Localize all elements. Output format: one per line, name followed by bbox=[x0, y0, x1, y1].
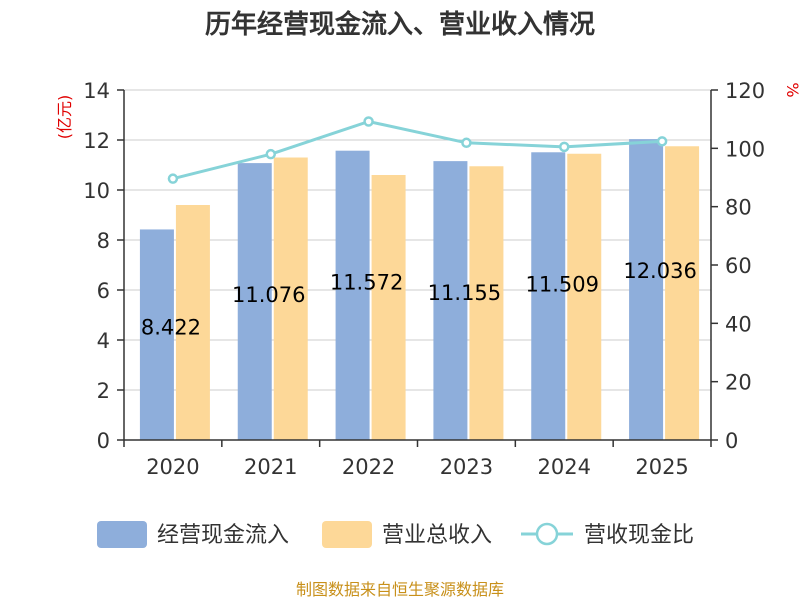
x-tick-label: 2020 bbox=[146, 455, 199, 479]
left-tick-label: 0 bbox=[97, 429, 110, 453]
left-tick-label: 10 bbox=[83, 179, 110, 203]
bar-cash-inflow-2020 bbox=[139, 229, 174, 440]
x-tick-label: 2024 bbox=[538, 455, 591, 479]
bar-revenue-2023 bbox=[469, 166, 504, 440]
bar-cash-inflow-2022 bbox=[335, 150, 370, 440]
ratio-point-2024 bbox=[559, 141, 570, 153]
legend-swatch-cash-inflow bbox=[97, 521, 147, 548]
right-tick-label: 60 bbox=[725, 254, 752, 278]
right-axis-unit: % bbox=[783, 82, 800, 97]
bar-cash-inflow-2023 bbox=[433, 161, 468, 440]
left-tick-label: 4 bbox=[97, 329, 110, 353]
ratio-line-path bbox=[172, 119, 663, 181]
ratio-point-2022 bbox=[363, 116, 374, 127]
ticks: 0 2 4 6 8 10 12 14 0 20 40 60 80 100 120 2020 2021 2022 20… bbox=[83, 79, 765, 479]
data-labels: 8.422 11.076 11.572 11.155 11.509 12.036 bbox=[141, 259, 697, 339]
legend-label-revenue: 营业总收入 bbox=[382, 523, 492, 548]
legend-marker-ratio bbox=[535, 522, 559, 546]
right-tick-label: 0 bbox=[725, 429, 738, 453]
chart-title: 历年经营现金流入、营业收入情况 bbox=[205, 9, 595, 40]
ratio-point-2020 bbox=[167, 173, 179, 184]
bar-cash-inflow-2021 bbox=[237, 163, 272, 440]
bar-revenue-2021 bbox=[273, 157, 308, 440]
ratio-point-2023 bbox=[461, 137, 472, 149]
left-tick-label: 14 bbox=[83, 79, 110, 103]
ratio-line bbox=[167, 116, 668, 184]
left-tick-label: 12 bbox=[83, 129, 110, 153]
bar-revenue-2022 bbox=[371, 175, 406, 440]
ratio-point-2025 bbox=[656, 136, 668, 147]
right-tick-label: 120 bbox=[725, 79, 765, 103]
right-tick-label: 40 bbox=[725, 312, 752, 336]
legend-label-ratio: 营收现金比 bbox=[584, 523, 694, 548]
left-tick-label: 6 bbox=[97, 279, 110, 303]
x-tick-label: 2021 bbox=[244, 455, 297, 479]
legend-swatch-revenue bbox=[322, 521, 372, 548]
x-tick-label: 2023 bbox=[440, 455, 493, 479]
right-tick-label: 100 bbox=[725, 137, 765, 161]
data-label-2024: 11.509 bbox=[526, 272, 599, 296]
x-tick-label: 2025 bbox=[635, 455, 688, 479]
data-label-2021: 11.076 bbox=[232, 283, 305, 307]
bar-revenue-2024 bbox=[567, 153, 602, 440]
bar-revenue-2020 bbox=[175, 205, 210, 440]
ratio-point-2021 bbox=[265, 148, 276, 160]
x-tick-label: 2022 bbox=[342, 455, 395, 479]
legend-label-cash-inflow: 经营现金流入 bbox=[157, 523, 289, 548]
source-note: 制图数据来自恒生聚源数据库 bbox=[296, 580, 504, 599]
data-label-2023: 11.155 bbox=[428, 281, 501, 305]
bar-revenue-2025 bbox=[665, 146, 700, 440]
left-tick-label: 2 bbox=[97, 379, 110, 403]
right-tick-label: 80 bbox=[725, 196, 752, 220]
bar-cash-inflow-2025 bbox=[629, 139, 664, 440]
bar-cash-inflow-2024 bbox=[531, 152, 566, 440]
data-label-2022: 11.572 bbox=[330, 271, 403, 295]
data-label-2025: 12.036 bbox=[623, 259, 696, 283]
left-tick-label: 8 bbox=[97, 229, 110, 253]
right-tick-label: 20 bbox=[725, 371, 752, 395]
bars bbox=[139, 139, 700, 440]
legend: 经营现金流入 营业总收入 营收现金比 bbox=[97, 521, 694, 548]
left-axis-unit: (亿元) bbox=[55, 95, 74, 140]
grid bbox=[124, 89, 711, 391]
data-label-2020: 8.422 bbox=[141, 315, 201, 339]
